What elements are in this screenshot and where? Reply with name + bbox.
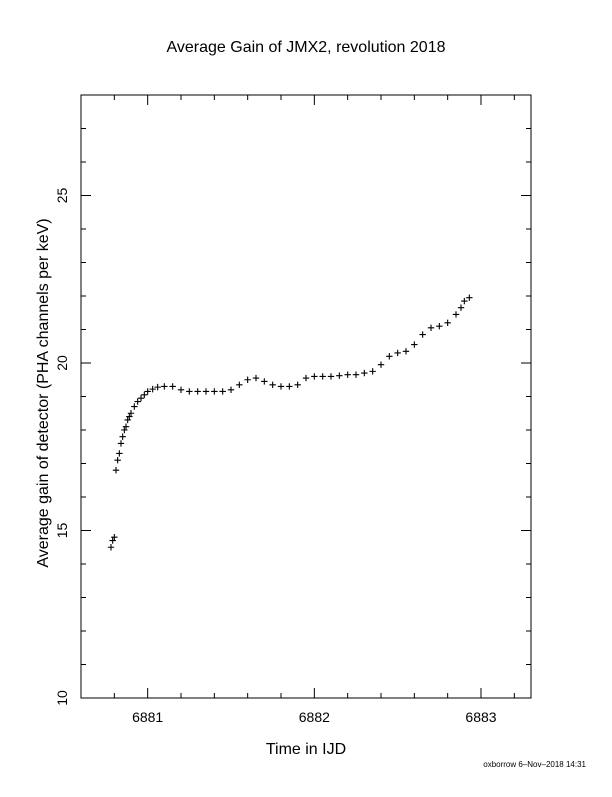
y-axis-ticks: 10 15 20 25 [54,94,531,706]
data-point [227,386,235,393]
data-point [286,383,293,390]
y-tick-label: 25 [54,188,70,204]
data-points [107,294,473,551]
data-point [177,386,185,393]
data-point [114,456,121,464]
data-point [336,372,343,379]
data-point [144,388,151,395]
footer-credit: oxborrow 6–Nov–2018 14:31 [483,760,586,769]
data-point [252,374,260,382]
data-point [134,398,141,405]
data-point [149,385,156,393]
data-point [369,368,376,375]
data-point [444,319,451,326]
data-point [202,388,210,395]
data-point [112,467,120,474]
data-point [327,373,335,380]
x-axis-label: Time in IJD [266,741,346,758]
data-point [269,381,276,388]
y-axis-label: Average gain of detector (PHA channels p… [35,218,52,567]
data-point [436,322,443,330]
data-point [127,410,135,417]
data-point [211,388,218,395]
data-point [161,383,168,390]
data-point [352,371,360,378]
data-point [154,383,161,391]
data-point [457,304,465,311]
data-point [126,413,133,420]
data-point [116,450,123,457]
data-point [107,544,115,551]
data-point [402,348,410,355]
data-point [121,426,128,434]
data-point [466,294,473,301]
data-point [294,381,301,388]
data-point [419,331,426,338]
data-point [394,349,401,357]
data-point [119,433,126,440]
data-point [194,388,201,395]
data-point [377,361,385,368]
data-point [277,383,285,390]
y-tick-label: 20 [54,355,70,371]
data-point [261,378,268,385]
data-point [131,403,138,410]
x-tick-label: 6881 [132,709,163,725]
data-point [311,373,318,380]
data-point [452,311,460,318]
data-point [319,373,326,380]
y-tick-label: 15 [54,523,70,539]
data-point [122,423,130,430]
data-point [411,341,418,348]
data-point [219,388,226,395]
data-point [386,353,393,360]
x-axis-ticks: 6881 6882 6883 [80,95,515,725]
data-point [111,534,118,541]
data-point [461,297,468,305]
x-tick-label: 6882 [299,709,330,725]
data-point [141,391,148,399]
data-point [427,324,435,332]
chart-title: Average Gain of JMX2, revolution 2018 [167,39,446,56]
data-point [186,388,193,395]
plot-frame [80,94,532,699]
data-point [109,537,116,544]
data-point [302,374,310,382]
y-tick-label: 10 [54,690,70,706]
data-point [236,381,243,388]
data-point [344,371,351,378]
x-tick-label: 6883 [465,709,496,725]
data-point [137,394,145,402]
data-point [124,416,131,424]
data-point [361,369,368,377]
plot-border [80,94,532,699]
data-point [117,440,125,447]
data-point [169,383,176,390]
data-point [244,376,251,383]
